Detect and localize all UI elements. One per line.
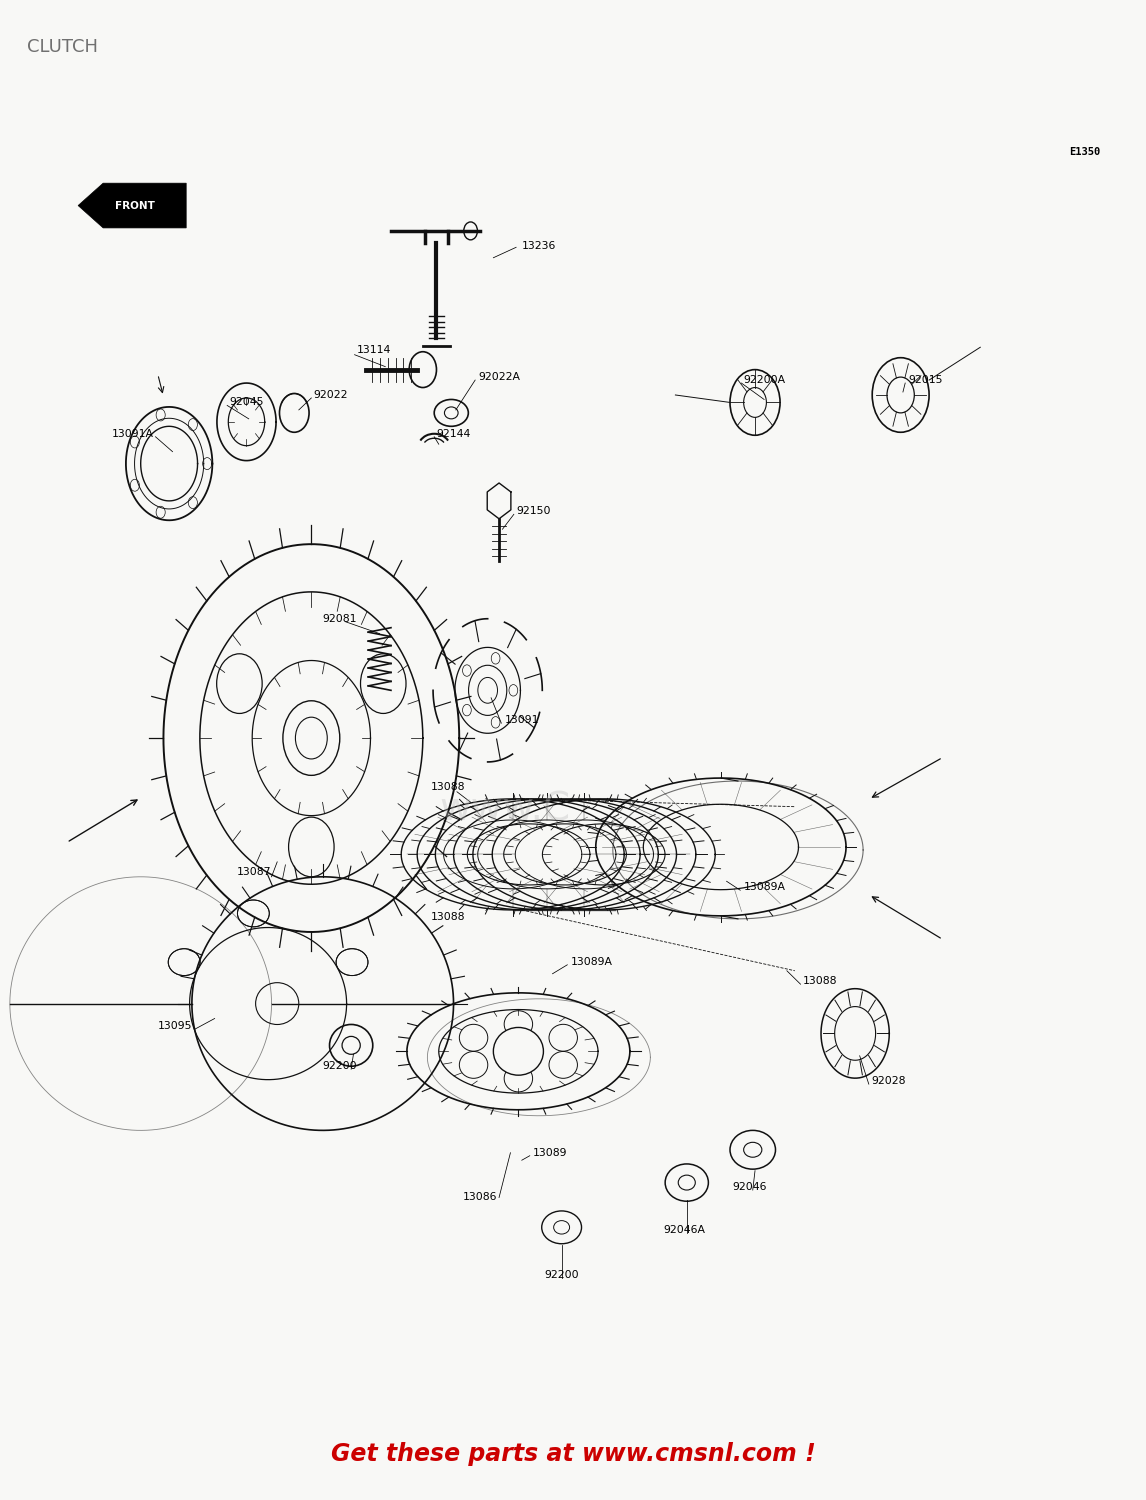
Text: 92200: 92200	[544, 1270, 579, 1280]
Text: 13236: 13236	[521, 242, 556, 250]
Ellipse shape	[678, 1174, 696, 1190]
Ellipse shape	[730, 1131, 776, 1168]
Circle shape	[744, 387, 767, 417]
Circle shape	[887, 376, 915, 412]
Polygon shape	[78, 183, 186, 228]
Text: 92046A: 92046A	[664, 1226, 706, 1236]
Ellipse shape	[665, 1164, 708, 1202]
Ellipse shape	[460, 1052, 488, 1078]
Text: 92144: 92144	[437, 429, 471, 439]
Ellipse shape	[434, 399, 469, 426]
Ellipse shape	[342, 1036, 360, 1054]
Text: 92200A: 92200A	[744, 375, 786, 386]
Ellipse shape	[504, 1065, 533, 1092]
Ellipse shape	[494, 1028, 543, 1075]
Text: E1350: E1350	[1069, 147, 1100, 158]
Text: 13089: 13089	[533, 1148, 567, 1158]
Ellipse shape	[554, 1221, 570, 1234]
Text: 92022A: 92022A	[479, 372, 520, 382]
Ellipse shape	[504, 1011, 533, 1038]
Circle shape	[730, 369, 780, 435]
Text: 13087: 13087	[237, 867, 272, 877]
Text: FRONT: FRONT	[115, 201, 155, 210]
Ellipse shape	[549, 1052, 578, 1078]
Text: 13091A: 13091A	[112, 429, 155, 439]
Text: 92015: 92015	[909, 375, 943, 386]
Ellipse shape	[330, 1024, 372, 1066]
Text: 92046: 92046	[732, 1182, 767, 1192]
Circle shape	[409, 351, 437, 387]
Circle shape	[280, 393, 309, 432]
Text: 13089A: 13089A	[571, 957, 613, 968]
Text: 13088: 13088	[431, 912, 465, 922]
Text: CLUTCH: CLUTCH	[26, 39, 97, 57]
Text: www.C: www.C	[439, 790, 571, 828]
Text: 13086: 13086	[463, 1192, 497, 1203]
Text: 13088: 13088	[431, 783, 465, 792]
Text: 13088: 13088	[803, 976, 838, 986]
Ellipse shape	[549, 1024, 578, 1051]
Text: 92028: 92028	[871, 1076, 905, 1086]
Text: 92200: 92200	[322, 1060, 358, 1071]
Text: 92150: 92150	[516, 507, 550, 516]
Text: 92081: 92081	[323, 614, 358, 624]
Text: Get these parts at www.cmsnl.com !: Get these parts at www.cmsnl.com !	[331, 1442, 815, 1466]
Circle shape	[872, 357, 929, 432]
Text: 13095: 13095	[157, 1022, 191, 1031]
Text: 92045: 92045	[229, 398, 264, 408]
Ellipse shape	[542, 1210, 581, 1243]
Ellipse shape	[460, 1024, 488, 1051]
Ellipse shape	[744, 1143, 762, 1156]
Ellipse shape	[445, 406, 458, 418]
Text: 13114: 13114	[356, 345, 391, 355]
Circle shape	[464, 222, 478, 240]
Text: 13089A: 13089A	[744, 882, 786, 892]
Text: 92022: 92022	[314, 390, 348, 400]
Text: 13091: 13091	[504, 716, 540, 724]
